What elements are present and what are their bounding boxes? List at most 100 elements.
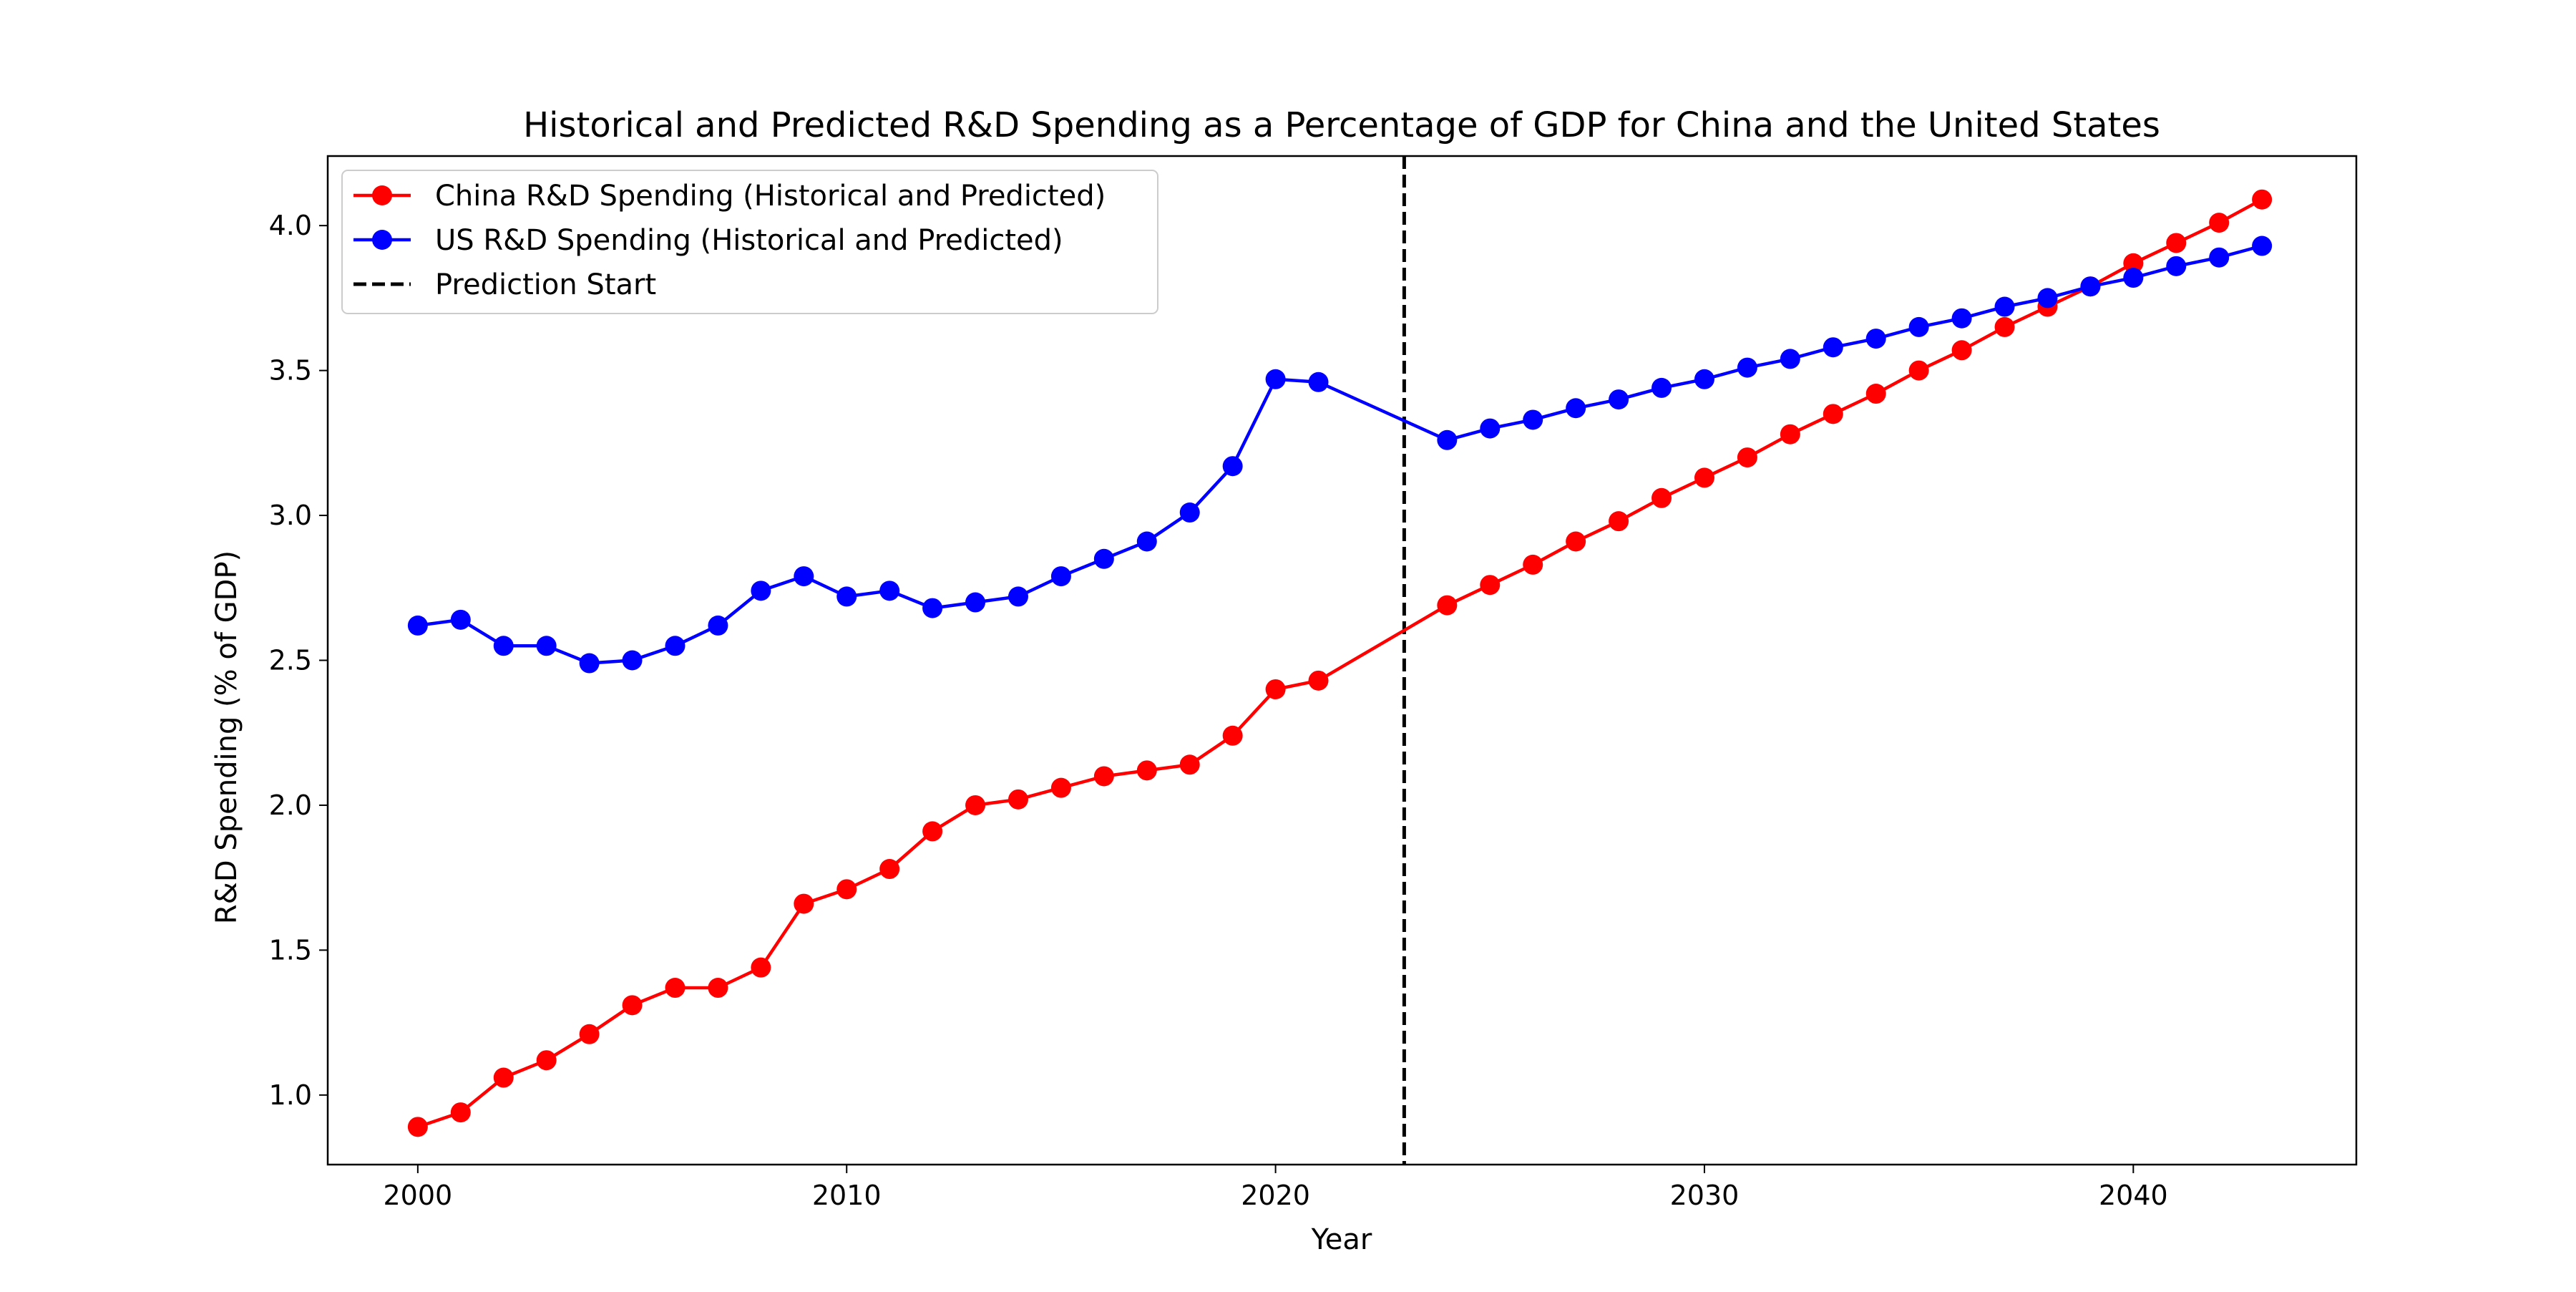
series-1-point-2042 bbox=[2209, 213, 2230, 233]
series-2-point-2036 bbox=[1951, 308, 1972, 329]
series-2-point-2024 bbox=[1437, 429, 1458, 450]
legend-label-series-1: China R&D Spending (Historical and Predi… bbox=[435, 180, 1106, 213]
series-2-point-2012 bbox=[922, 598, 943, 618]
y-tick-label-1: 1.0 bbox=[269, 1079, 312, 1111]
series-2-point-2018 bbox=[1179, 502, 1200, 523]
series-1-point-2014 bbox=[1008, 789, 1028, 810]
series-2-point-2039 bbox=[2080, 276, 2101, 297]
series-2-point-2019 bbox=[1222, 456, 1243, 477]
legend-label-prediction-start: Prediction Start bbox=[435, 268, 656, 301]
series-2-point-2032 bbox=[1780, 349, 1800, 369]
series-1-point-2037 bbox=[1994, 316, 2015, 337]
y-axis-label: R&D Spending (% of GDP) bbox=[210, 550, 243, 924]
series-1-point-2005 bbox=[622, 995, 643, 1016]
series-line-1 bbox=[417, 198, 2263, 1129]
series-1-point-2001 bbox=[450, 1102, 471, 1123]
series-1-point-2013 bbox=[965, 795, 986, 815]
y-tick-label-3: 3.0 bbox=[269, 500, 312, 531]
series-2-point-2033 bbox=[1823, 337, 1843, 358]
series-2-point-2027 bbox=[1566, 398, 1586, 419]
series-2-point-2025 bbox=[1480, 418, 1501, 439]
y-tick-label-1.5: 1.5 bbox=[269, 934, 312, 966]
x-tick-label-2000: 2000 bbox=[384, 1180, 453, 1211]
x-tick-label-2040: 2040 bbox=[2099, 1180, 2168, 1211]
series-2-point-2006 bbox=[665, 636, 686, 656]
series-2-point-2003 bbox=[536, 636, 557, 656]
series-1-point-2028 bbox=[1609, 511, 1629, 532]
series-2-point-2016 bbox=[1093, 548, 1114, 569]
y-tick-label-2.5: 2.5 bbox=[269, 645, 312, 676]
series-1-point-2006 bbox=[665, 978, 686, 999]
series-1-point-2041 bbox=[2166, 233, 2187, 253]
series-1-point-2029 bbox=[1652, 487, 1672, 508]
series-2-point-2011 bbox=[879, 581, 900, 601]
plot-area: 2000 2010 2020 2030 2040 1.0 1.5 2.0 2.5 3.0 3.5 4.… bbox=[269, 155, 2358, 1211]
series-1-point-2000 bbox=[407, 1117, 428, 1137]
series-2-point-2007 bbox=[708, 615, 728, 636]
series-1-point-2009 bbox=[794, 893, 814, 914]
series-2-point-2035 bbox=[1908, 316, 1929, 337]
series-2-point-2041 bbox=[2166, 256, 2187, 276]
series-2-point-2008 bbox=[751, 581, 771, 601]
series-1-point-2004 bbox=[579, 1024, 600, 1044]
series-2-point-2013 bbox=[965, 592, 986, 613]
x-axis-label: Year bbox=[1311, 1223, 1372, 1256]
series-2-point-2000 bbox=[407, 615, 428, 636]
series-2-point-2014 bbox=[1008, 586, 1028, 607]
series-2-point-2002 bbox=[493, 636, 514, 656]
series-2-point-2021 bbox=[1308, 371, 1329, 392]
series-1-point-2002 bbox=[493, 1067, 514, 1088]
series-1-point-2003 bbox=[536, 1050, 557, 1071]
series-2-point-2010 bbox=[836, 586, 857, 607]
series-2-point-2030 bbox=[1694, 369, 1714, 389]
series-1-point-2034 bbox=[1865, 384, 1886, 404]
chart-title: Historical and Predicted R&D Spending as… bbox=[523, 105, 2160, 145]
series-2-point-2005 bbox=[622, 650, 643, 671]
series-1-point-2016 bbox=[1093, 766, 1114, 787]
series-2-point-2028 bbox=[1609, 389, 1629, 410]
series-1-point-2020 bbox=[1265, 679, 1286, 699]
series-1-point-2040 bbox=[2123, 253, 2144, 273]
series-1-point-2017 bbox=[1136, 760, 1157, 781]
series-1-point-2011 bbox=[879, 859, 900, 880]
series-1-point-2021 bbox=[1308, 670, 1329, 691]
x-tick-label-2030: 2030 bbox=[1670, 1180, 1740, 1211]
series-2-point-2031 bbox=[1737, 357, 1757, 378]
series-1-point-2031 bbox=[1737, 447, 1757, 468]
series-2-point-2042 bbox=[2209, 247, 2230, 268]
legend: China R&D Spending (Historical and Predi… bbox=[341, 170, 1158, 314]
series-2-point-2015 bbox=[1050, 566, 1071, 587]
series-1-point-2025 bbox=[1480, 575, 1501, 596]
series-2-point-2004 bbox=[579, 653, 600, 674]
series-2-point-2020 bbox=[1265, 369, 1286, 389]
series-2-point-2038 bbox=[2037, 288, 2058, 309]
series-1-point-2026 bbox=[1523, 554, 1543, 575]
series-2-point-2017 bbox=[1136, 531, 1157, 552]
x-tick-label-2010: 2010 bbox=[812, 1180, 882, 1211]
series-1-point-2033 bbox=[1823, 404, 1843, 424]
y-tick-label-4: 4.0 bbox=[269, 210, 312, 241]
series-1-point-2007 bbox=[708, 978, 728, 999]
y-tick-label-3.5: 3.5 bbox=[269, 355, 312, 387]
series-2-point-2026 bbox=[1523, 409, 1543, 430]
series-1-point-2024 bbox=[1437, 595, 1458, 616]
series-2-point-2037 bbox=[1994, 296, 2015, 317]
legend-box bbox=[341, 170, 1158, 314]
series-2-point-2043 bbox=[2252, 235, 2273, 256]
series-1-point-2035 bbox=[1908, 360, 1929, 381]
series-1-point-2027 bbox=[1566, 531, 1586, 552]
series-1-point-2019 bbox=[1222, 725, 1243, 746]
y-tick-label-2: 2.0 bbox=[269, 790, 312, 821]
series-1-point-2015 bbox=[1050, 777, 1071, 798]
series-1-point-2030 bbox=[1694, 467, 1714, 488]
series-1-point-2018 bbox=[1179, 754, 1200, 775]
series-1-point-2043 bbox=[2252, 189, 2273, 210]
legend-label-series-2: US R&D Spending (Historical and Predicte… bbox=[435, 224, 1063, 257]
series-1-point-2032 bbox=[1780, 424, 1800, 445]
series-2-point-2029 bbox=[1652, 377, 1672, 398]
series-2-point-2001 bbox=[450, 609, 471, 630]
series-2-point-2040 bbox=[2123, 268, 2144, 288]
x-tick-label-2020: 2020 bbox=[1241, 1180, 1310, 1211]
